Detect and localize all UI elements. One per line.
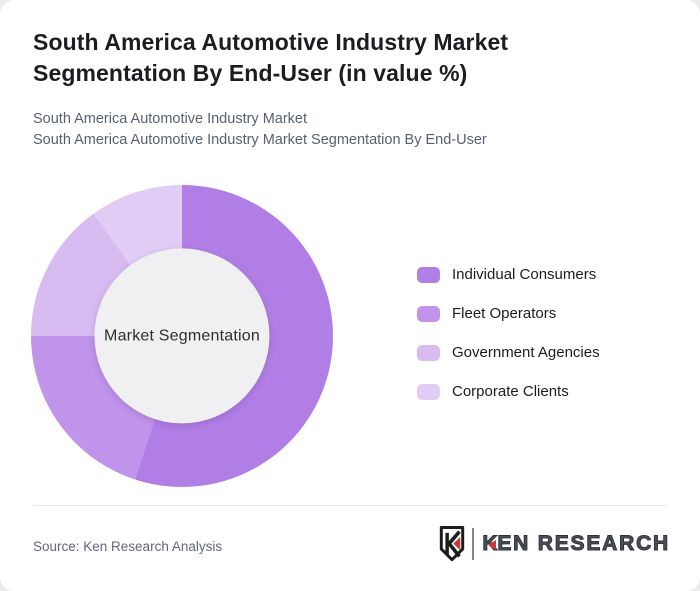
legend-item[interactable]: Fleet Operators [417,305,600,322]
legend-swatch [417,383,440,400]
legend-label: Corporate Clients [452,383,569,400]
donut-center: Market Segmentation [94,248,270,424]
source-note: Source: Ken Research Analysis [33,539,223,554]
page-title: South America Automotive Industry Market… [33,29,509,86]
legend-swatch [417,305,440,322]
brand-wordmark: K EN RESEARCH [482,532,670,556]
legend-item[interactable]: Individual Consumers [417,266,600,283]
donut-center-label: Market Segmentation [104,327,260,344]
legend-swatch [417,344,440,361]
brand-separator [472,528,475,560]
legend-label: Government Agencies [452,344,600,361]
brand-triangle-icon [488,540,497,550]
brand-logo[interactable]: K EN RESEARCH [438,523,670,565]
legend-item[interactable]: Government Agencies [417,344,600,361]
chart-subtitles: South America Automotive Industry Market… [33,109,487,150]
subtitle-line-1: South America Automotive Industry Market [33,111,308,127]
legend-label: Individual Consumers [452,266,597,283]
ken-research-shield-icon [440,526,465,562]
donut-chart[interactable]: Market Segmentation [31,185,333,487]
legend-label: Fleet Operators [452,305,557,322]
brand-wordmark-rest: EN RESEARCH [497,532,670,556]
legend-swatch [417,266,440,283]
subtitle-line-2: South America Automotive Industry Market… [33,131,487,148]
legend-item[interactable]: Corporate Clients [417,383,600,400]
chart-legend: Individual Consumers Fleet Operators Gover… [417,266,600,422]
footer-divider [33,505,667,506]
